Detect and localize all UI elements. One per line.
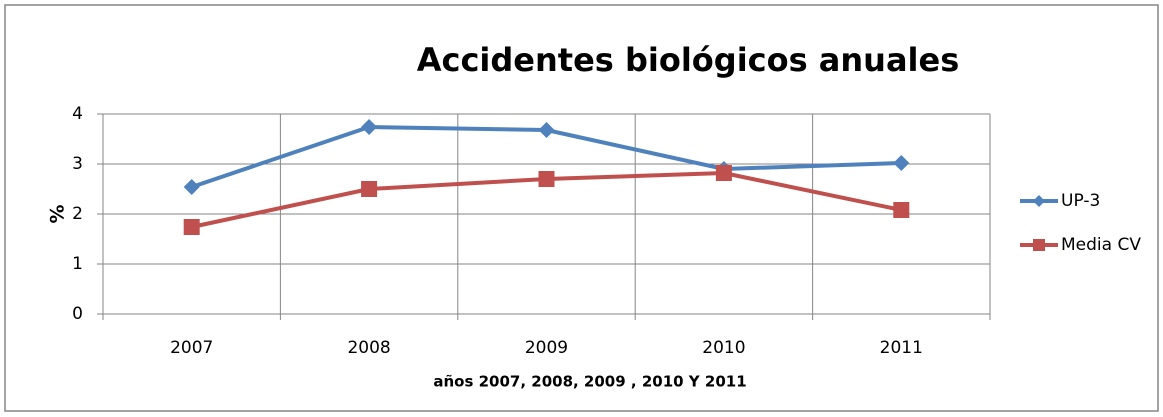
x-axis-label: años 2007, 2008, 2009 , 2010 Y 2011 [433, 373, 746, 391]
data-point [183, 219, 200, 235]
data-point [361, 119, 378, 135]
legend-label: UP-3 [1061, 191, 1100, 211]
x-tick-label: 2011 [880, 338, 923, 358]
y-axis-label: % [47, 204, 69, 223]
data-point [183, 179, 200, 195]
data-point [538, 171, 555, 187]
y-tick-label: 2 [72, 204, 83, 224]
x-tick-label: 2007 [170, 338, 213, 358]
x-tick-label: 2009 [525, 338, 568, 358]
y-tick-label: 4 [72, 104, 83, 124]
legend-marker [1033, 239, 1045, 251]
data-point [715, 165, 732, 181]
x-tick-label: 2008 [347, 338, 390, 358]
y-tick-label: 1 [72, 254, 83, 274]
legend-marker [1033, 195, 1045, 207]
data-point [893, 202, 910, 218]
legend-label: Media CV [1061, 235, 1141, 255]
y-tick-label: 3 [72, 154, 83, 174]
y-tick-label: 0 [72, 304, 83, 324]
x-tick-label: 2010 [702, 338, 745, 358]
chart-border [4, 4, 1159, 412]
chart-title: Accidentes biológicos anuales [417, 41, 960, 79]
data-point [538, 122, 555, 138]
data-point [361, 181, 378, 197]
data-point [893, 155, 910, 171]
